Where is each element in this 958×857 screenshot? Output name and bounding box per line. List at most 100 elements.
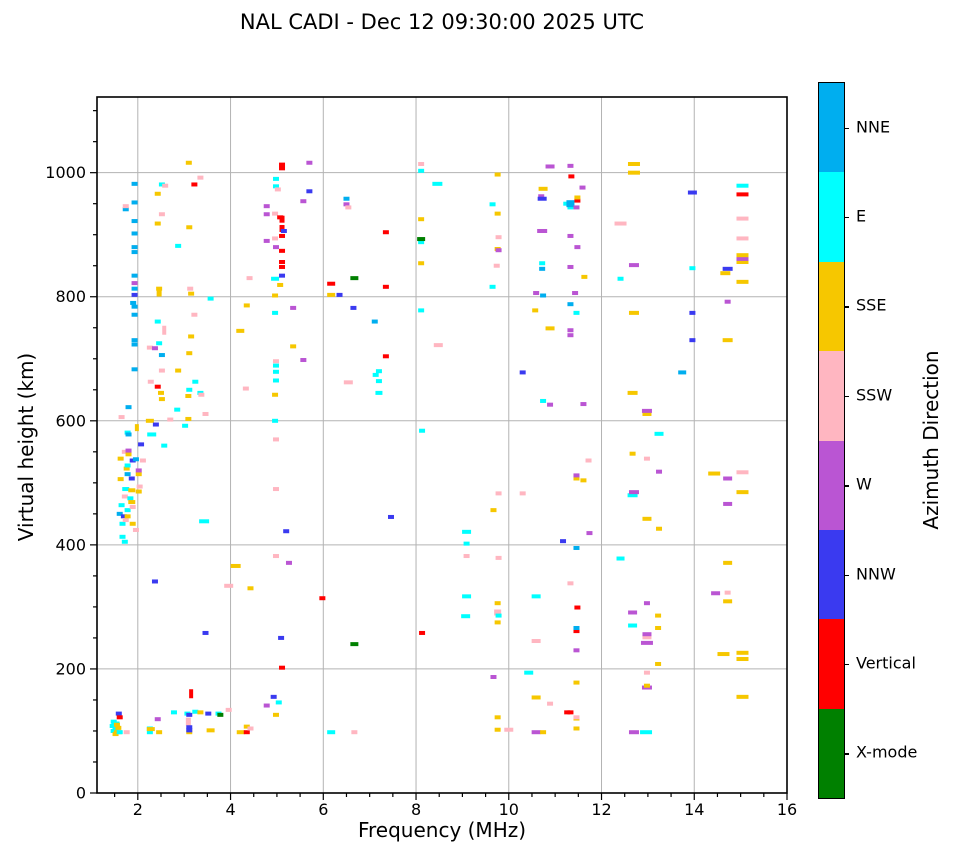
data-point-E <box>573 310 580 315</box>
colorbar-segment-E <box>819 172 844 262</box>
data-point-NNE <box>158 353 165 358</box>
data-point-SSE <box>531 695 541 700</box>
colorbar-tick <box>844 753 849 755</box>
data-point-SSW <box>519 491 526 496</box>
data-point-SSE <box>156 289 162 297</box>
data-point-E <box>461 614 471 619</box>
data-point-NNW <box>151 579 158 584</box>
data-point-SSE <box>490 508 497 513</box>
data-point-W <box>306 160 313 165</box>
data-point-E <box>116 730 123 735</box>
data-point-NNE <box>131 181 138 186</box>
data-point-E <box>627 493 638 498</box>
data-point-SSW <box>736 216 749 221</box>
data-point-E <box>372 372 379 377</box>
data-point-W <box>538 194 545 199</box>
data-point-W <box>343 202 350 207</box>
data-point-SSW <box>146 345 153 350</box>
data-point-NNW <box>560 539 567 544</box>
data-point-SSE <box>186 225 193 230</box>
x-tick-label: 12 <box>591 800 611 819</box>
data-point-SSE <box>134 424 139 432</box>
data-point-SSE <box>494 601 501 606</box>
data-point-SSW <box>274 187 281 192</box>
data-point-W <box>586 531 593 536</box>
data-point-E <box>127 496 134 501</box>
data-point-W <box>579 185 586 190</box>
data-point-NNE <box>573 545 580 550</box>
data-point-E <box>170 710 177 715</box>
data-point-E <box>418 240 425 245</box>
data-point-SSE <box>722 338 733 343</box>
data-point-SSE <box>185 160 192 165</box>
data-point-SSW <box>191 312 198 317</box>
data-point-Vertical <box>279 166 286 171</box>
data-point-SSW <box>246 276 253 281</box>
data-point-NNE <box>573 625 580 630</box>
data-point-NNE <box>371 319 378 324</box>
data-point-SSE <box>156 730 163 735</box>
data-point-E <box>156 341 163 346</box>
data-point-SSE <box>545 326 555 331</box>
data-point-W <box>641 408 652 413</box>
data-point-W <box>285 560 292 565</box>
data-point-SSE <box>206 728 215 733</box>
data-point-W <box>628 263 639 268</box>
data-point-Vertical <box>154 384 161 389</box>
data-point-W <box>545 164 555 169</box>
data-point-SSW <box>272 437 279 442</box>
data-point-SSE <box>494 727 501 732</box>
data-point-E <box>418 168 425 173</box>
data-point-SSW <box>242 386 249 391</box>
data-point-SSW <box>494 609 502 616</box>
data-point-W <box>567 264 574 269</box>
data-point-SSE <box>573 726 580 731</box>
data-point-E <box>272 176 279 181</box>
data-point-E <box>146 730 153 735</box>
data-point-W <box>151 346 158 351</box>
data-point-E <box>272 363 279 368</box>
data-point-E <box>192 709 199 714</box>
y-tick-label: 1000 <box>45 163 86 182</box>
azimuth-colorbar: NNE E SSE SSW W NNW Vertical X-mode <box>818 82 917 799</box>
data-point-SSE <box>538 186 548 191</box>
data-point-W <box>263 238 270 243</box>
x-tick-label: 10 <box>499 800 519 819</box>
data-point-E <box>617 276 624 281</box>
colorbar-category-label: W <box>856 474 872 494</box>
data-point-SSW <box>433 343 443 348</box>
data-point-W <box>125 448 132 453</box>
data-point-E <box>463 541 470 546</box>
data-point-SSE <box>581 274 588 279</box>
data-point-NNE <box>131 286 138 291</box>
data-point-E <box>121 539 128 544</box>
data-point-E <box>654 431 664 436</box>
data-point-E <box>158 182 165 187</box>
data-point-SSE <box>655 625 662 630</box>
data-point-SSE <box>642 411 652 416</box>
data-point-Vertical <box>382 230 389 235</box>
colorbar-category-label: E <box>856 206 867 226</box>
data-point-SSE <box>656 526 663 531</box>
data-point-NNW <box>186 712 193 717</box>
data-point-W <box>723 476 733 481</box>
colorbar-category-label: NNW <box>856 564 896 584</box>
data-point-E <box>375 390 383 395</box>
data-point-Vertical <box>279 162 286 167</box>
data-point-SSE <box>188 291 195 296</box>
data-point-Vertical <box>568 174 575 179</box>
data-point-SSW <box>187 286 194 291</box>
data-point-SSW <box>225 707 232 712</box>
data-point-SSE <box>243 724 250 729</box>
data-point-SSW <box>547 701 554 706</box>
data-point-SSE <box>125 452 132 457</box>
data-point-NNE <box>132 457 139 462</box>
data-point-NNE <box>122 207 129 212</box>
data-point-E <box>628 623 638 628</box>
data-point-SSE <box>157 390 164 395</box>
data-point-X-mode <box>350 642 359 647</box>
data-point-SSW <box>121 494 128 499</box>
data-point-W <box>272 245 279 250</box>
data-point-SSE <box>186 351 193 356</box>
data-point-SSW <box>122 518 129 523</box>
